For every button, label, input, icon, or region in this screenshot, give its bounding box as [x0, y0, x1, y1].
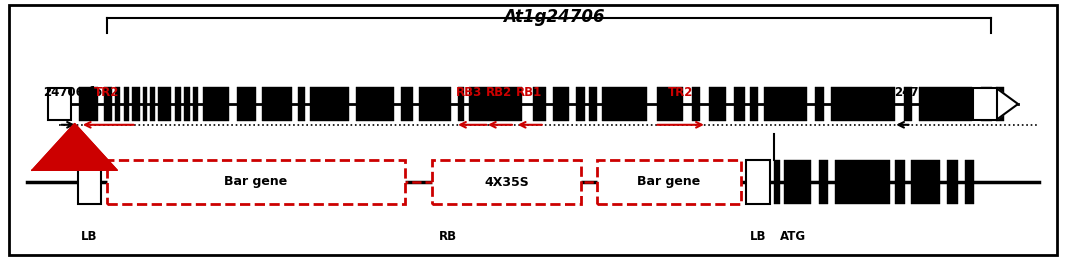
- Bar: [965, 160, 974, 204]
- Bar: [815, 87, 824, 121]
- Bar: [576, 87, 585, 121]
- Bar: [401, 87, 413, 121]
- Bar: [175, 87, 181, 121]
- Bar: [734, 87, 745, 121]
- Text: 4X35S: 4X35S: [484, 176, 529, 188]
- Bar: [107, 160, 405, 204]
- Bar: [184, 87, 190, 121]
- Text: T-DNA insertion of AtTHO2 mutant: T-DNA insertion of AtTHO2 mutant: [144, 181, 385, 194]
- Text: TR2: TR2: [94, 86, 119, 99]
- Bar: [919, 87, 972, 121]
- Bar: [104, 87, 112, 121]
- Bar: [78, 160, 101, 204]
- Text: LB: LB: [81, 230, 98, 243]
- Bar: [132, 87, 140, 121]
- Bar: [996, 87, 1004, 121]
- Bar: [835, 160, 890, 204]
- Bar: [48, 88, 71, 120]
- Bar: [784, 160, 811, 204]
- Bar: [432, 160, 581, 204]
- Bar: [469, 87, 522, 121]
- Bar: [237, 87, 256, 121]
- Bar: [774, 160, 780, 204]
- Bar: [419, 87, 451, 121]
- Text: RB: RB: [438, 230, 457, 243]
- Text: 24706-for: 24706-for: [43, 86, 108, 99]
- Bar: [819, 160, 828, 204]
- Bar: [981, 87, 992, 121]
- Bar: [602, 87, 647, 121]
- Text: TR2: TR2: [667, 86, 693, 99]
- Bar: [589, 87, 597, 121]
- Text: At1g24706: At1g24706: [503, 8, 605, 26]
- Bar: [553, 87, 569, 121]
- Polygon shape: [997, 88, 1018, 120]
- Bar: [143, 87, 147, 121]
- Text: 24706-rev: 24706-rev: [893, 86, 962, 99]
- Text: RB2: RB2: [486, 86, 512, 99]
- Bar: [973, 88, 997, 120]
- Bar: [158, 87, 171, 121]
- Bar: [458, 87, 464, 121]
- Bar: [709, 87, 726, 121]
- FancyBboxPatch shape: [9, 5, 1057, 255]
- Text: Bar gene: Bar gene: [637, 176, 700, 188]
- Polygon shape: [32, 124, 117, 170]
- Bar: [298, 87, 305, 121]
- Text: ATG: ATG: [780, 230, 807, 243]
- Text: LB: LB: [749, 230, 766, 243]
- Bar: [193, 87, 198, 121]
- Bar: [746, 160, 770, 204]
- Bar: [597, 160, 741, 204]
- Bar: [533, 87, 546, 121]
- Bar: [356, 87, 394, 121]
- Bar: [115, 87, 120, 121]
- Bar: [262, 87, 292, 121]
- Bar: [895, 160, 905, 204]
- Bar: [79, 87, 98, 121]
- Bar: [947, 160, 958, 204]
- Bar: [750, 87, 758, 121]
- Text: RB1: RB1: [516, 86, 542, 99]
- Text: Bar gene: Bar gene: [224, 176, 288, 188]
- Bar: [203, 87, 229, 121]
- Bar: [150, 87, 155, 121]
- Bar: [831, 87, 895, 121]
- Bar: [310, 87, 349, 121]
- Bar: [973, 88, 997, 120]
- Bar: [911, 160, 940, 204]
- Bar: [692, 87, 700, 121]
- Bar: [764, 87, 807, 121]
- Bar: [657, 87, 683, 121]
- Bar: [124, 87, 129, 121]
- Text: RB3: RB3: [456, 86, 482, 99]
- Bar: [904, 87, 912, 121]
